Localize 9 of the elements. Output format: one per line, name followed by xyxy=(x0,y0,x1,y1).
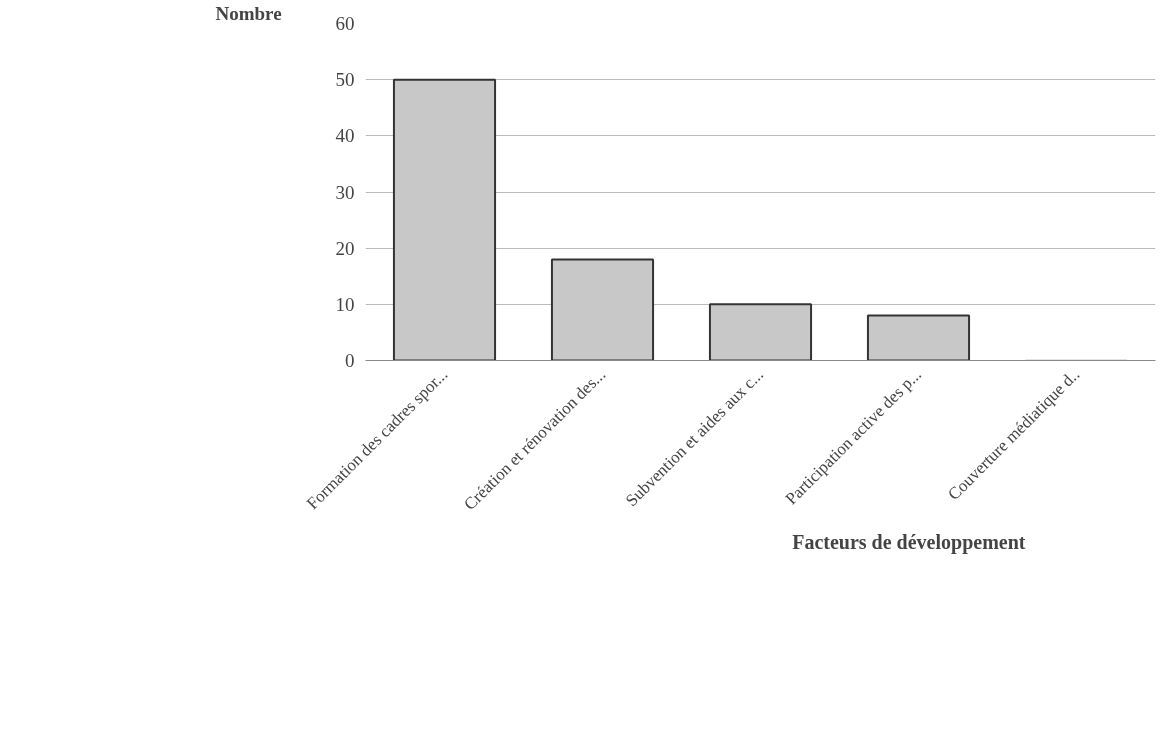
y-axis-title: Nombre xyxy=(215,2,282,24)
y-tick-label: 0 xyxy=(345,350,355,371)
y-tick-label: 50 xyxy=(335,69,355,91)
y-tick-label: 20 xyxy=(335,237,355,259)
y-tick-label: 40 xyxy=(335,125,355,147)
y-tick-label: 60 xyxy=(335,13,355,34)
y-tick-label: 10 xyxy=(335,293,355,315)
y-tick-label: 30 xyxy=(335,181,355,203)
x-axis-title: Facteurs de développement xyxy=(792,530,1026,554)
